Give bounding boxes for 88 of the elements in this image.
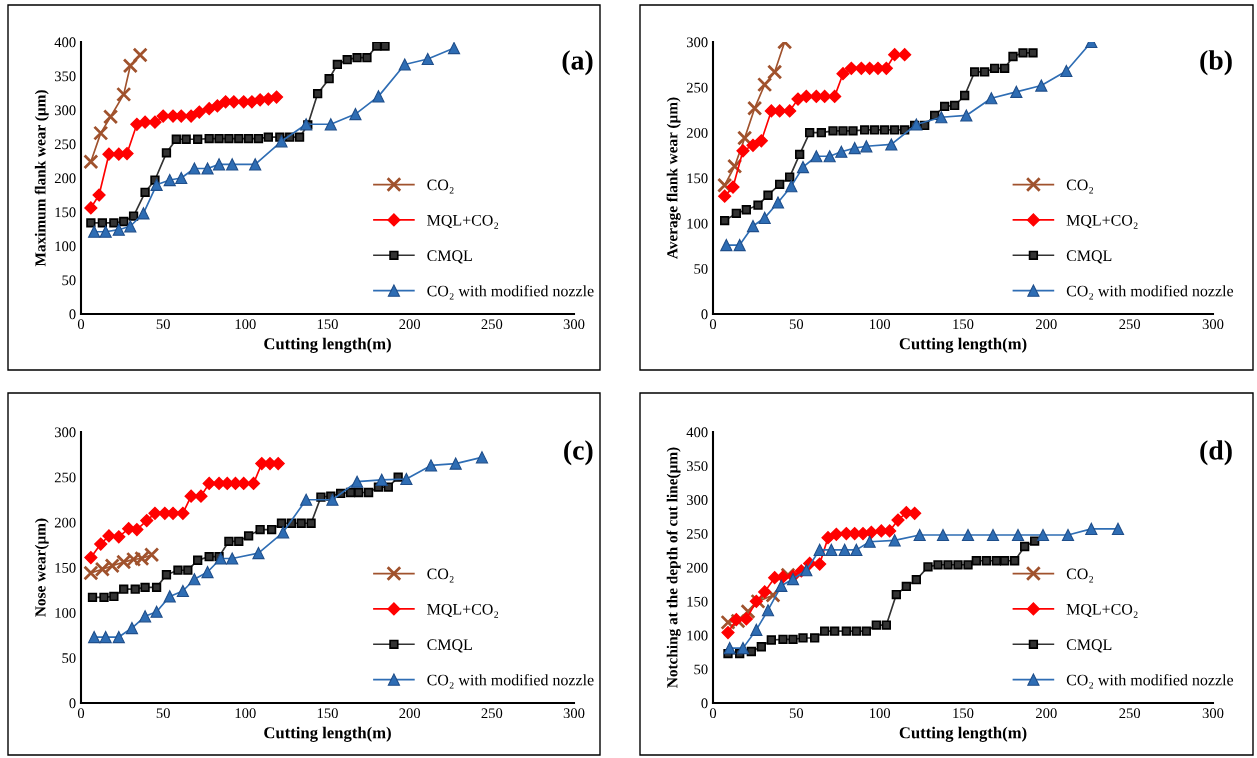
x-tick-label: 50 [156, 319, 170, 330]
x-tick-label: 100 [235, 319, 256, 330]
x-tick-label: 300 [1202, 319, 1224, 330]
y-tick-label: 200 [686, 128, 708, 138]
legend-label: CO₂ [1066, 179, 1094, 194]
legend-label: MQL+CO₂ [1066, 214, 1138, 229]
x-tick-label: 100 [870, 319, 891, 330]
legend-label: CO₂ with modified nozzle [1066, 284, 1234, 300]
y-tick-label: 400 [54, 37, 76, 48]
legend-label: MQL+CO₂ [427, 603, 499, 618]
chart-title: (a) [562, 50, 593, 76]
legend-label: CO₂ [1066, 568, 1094, 583]
x-tick-label: 300 [1202, 708, 1224, 719]
legend-label: CO₂ with modified nozzle [427, 284, 594, 300]
y-tick-label: 150 [55, 207, 76, 218]
y-tick-label: 150 [687, 596, 708, 607]
legend-label: CO₂ [427, 568, 454, 583]
legend-label: CO₂ with modified nozzle [427, 673, 594, 689]
x-axis-title: Cutting length(m) [264, 726, 391, 742]
x-tick-label: 50 [156, 708, 170, 719]
x-tick-label: 0 [77, 319, 85, 330]
y-tick-label: 50 [694, 664, 708, 675]
legend-label: MQL+CO₂ [1066, 603, 1138, 618]
y-tick-label: 250 [686, 528, 708, 539]
y-tick-label: 200 [54, 173, 76, 184]
y-tick-label: 50 [694, 264, 708, 274]
x-tick-label: 150 [317, 708, 338, 719]
y-axis-title: Average flank wear (µm) [666, 97, 681, 259]
y-tick-label: 200 [686, 562, 708, 573]
legend-label: CO₂ with modified nozzle [1066, 673, 1234, 689]
x-tick-label: 300 [563, 319, 585, 330]
x-tick-label: 200 [1036, 319, 1057, 330]
y-tick-label: 150 [55, 562, 76, 573]
x-axis-title: Cutting length(m) [899, 337, 1027, 353]
y-tick-label: 150 [687, 173, 708, 184]
x-axis-title: Cutting length(m) [264, 337, 391, 353]
y-tick-label: 100 [687, 630, 708, 641]
x-tick-label: 100 [870, 708, 891, 719]
x-tick-label: 100 [235, 708, 256, 719]
y-tick-label: 300 [54, 105, 76, 116]
y-tick-label: 50 [62, 275, 76, 286]
legend-label: CMQL [1066, 639, 1112, 653]
x-tick-label: 150 [953, 708, 974, 719]
x-tick-label: 250 [1119, 708, 1141, 719]
y-tick-label: 350 [54, 71, 76, 82]
y-tick-label: 100 [687, 218, 708, 229]
y-tick-label: 100 [55, 241, 76, 252]
y-axis-title: Nose wear(µm) [34, 518, 49, 617]
y-tick-label: 0 [69, 309, 76, 320]
y-tick-label: 300 [686, 495, 708, 505]
x-tick-label: 250 [481, 319, 503, 330]
legend-label: MQL+CO₂ [427, 214, 499, 229]
y-tick-label: 250 [686, 82, 708, 93]
chart-title: (d) [1200, 440, 1232, 466]
y-tick-label: 250 [54, 139, 76, 150]
x-tick-label: 200 [399, 708, 421, 719]
x-tick-label: 50 [789, 319, 804, 330]
y-tick-label: 100 [55, 608, 76, 618]
y-tick-label: 350 [686, 461, 708, 472]
legend-label: CMQL [427, 250, 472, 264]
x-tick-label: 0 [709, 708, 717, 719]
x-tick-label: 200 [399, 319, 421, 330]
y-tick-label: 0 [701, 309, 708, 320]
y-tick-label: 50 [62, 653, 76, 664]
y-tick-label: 0 [701, 698, 708, 709]
chart-title: (c) [564, 440, 593, 466]
x-tick-label: 150 [953, 319, 974, 330]
x-tick-label: 50 [789, 708, 804, 719]
y-axis-title: Maximum flank wear (µm) [34, 90, 49, 267]
x-tick-label: 150 [317, 319, 338, 330]
y-tick-label: 250 [54, 472, 76, 483]
x-tick-label: 300 [563, 708, 585, 719]
x-tick-label: 250 [481, 708, 503, 719]
x-tick-label: 0 [709, 319, 717, 330]
chart-title: (b) [1200, 50, 1232, 76]
y-tick-label: 200 [54, 517, 76, 528]
y-tick-label: 300 [686, 37, 708, 48]
y-tick-label: 0 [69, 698, 76, 709]
x-tick-label: 250 [1119, 319, 1141, 330]
x-tick-label: 200 [1036, 708, 1057, 719]
y-axis-title: Notching at the depth of cut line(µm) [666, 447, 681, 688]
y-tick-label: 300 [54, 427, 76, 438]
legend-label: CO₂ [427, 179, 454, 194]
x-axis-title: Cutting length(m) [899, 726, 1027, 742]
legend-label: CMQL [427, 639, 472, 653]
x-tick-label: 0 [77, 708, 85, 719]
legend-label: CMQL [1066, 250, 1112, 264]
y-tick-label: 400 [686, 427, 708, 438]
